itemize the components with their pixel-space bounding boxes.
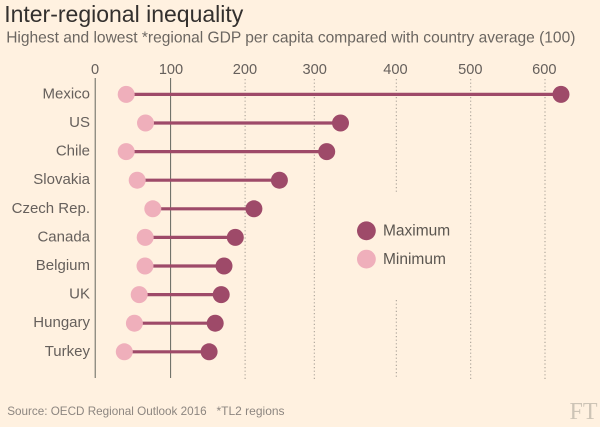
svg-text:Highest and lowest *regional G: Highest and lowest *regional GDP per cap… xyxy=(6,30,575,47)
svg-text:400: 400 xyxy=(383,62,407,78)
svg-text:US: US xyxy=(69,114,90,131)
svg-text:Hungary: Hungary xyxy=(33,314,90,331)
svg-text:Chile: Chile xyxy=(56,143,90,160)
svg-text:Slovakia: Slovakia xyxy=(33,171,90,188)
svg-text:200: 200 xyxy=(233,62,257,78)
svg-text:Inter-regional inequality: Inter-regional inequality xyxy=(4,1,244,27)
svg-text:Minimum: Minimum xyxy=(383,251,446,268)
svg-text:Belgium: Belgium xyxy=(36,257,90,274)
svg-text:Mexico: Mexico xyxy=(42,85,90,102)
svg-text:300: 300 xyxy=(303,62,327,78)
svg-text:500: 500 xyxy=(458,62,482,78)
svg-text:100: 100 xyxy=(159,62,183,78)
svg-text:0: 0 xyxy=(91,62,99,78)
svg-text:Czech Rep.: Czech Rep. xyxy=(12,200,90,217)
svg-text:FT: FT xyxy=(569,399,597,422)
svg-text:Canada: Canada xyxy=(37,228,90,245)
svg-text:UK: UK xyxy=(69,286,90,303)
svg-text:*TL2 regions: *TL2 regions xyxy=(217,404,285,418)
svg-text:Turkey: Turkey xyxy=(45,343,91,360)
svg-text:Maximum: Maximum xyxy=(383,223,450,240)
svg-text:Source: OECD Regional Outlook: Source: OECD Regional Outlook 2016 xyxy=(7,405,206,418)
svg-text:600: 600 xyxy=(532,62,556,78)
